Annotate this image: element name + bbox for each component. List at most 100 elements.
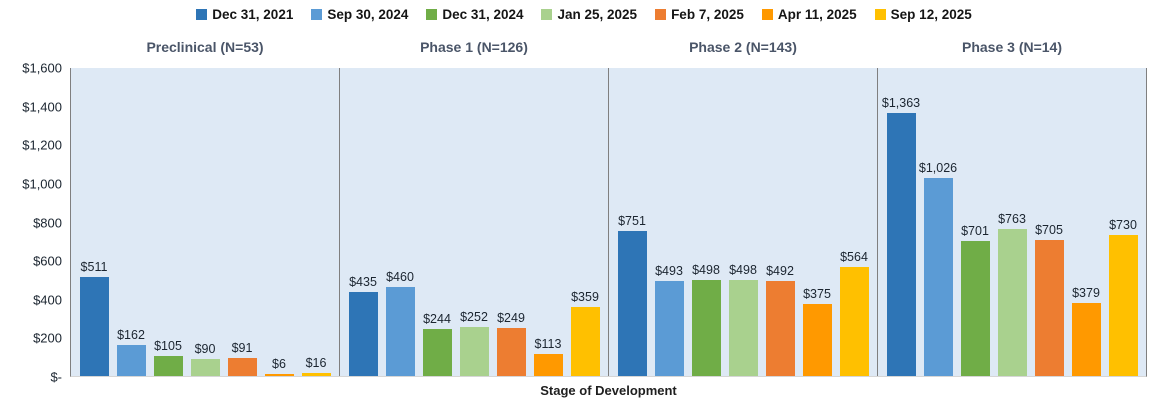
panel-preclinical-n-53: Preclinical (N=53) $511 $162 $105 $90 $91 $6 $1…: [71, 39, 339, 376]
bar-group: $379: [1071, 286, 1101, 376]
bar-value-label: $16: [305, 356, 327, 370]
panel-phase-2-n-143: Phase 2 (N=143) $751 $493 $498 $498 $492 $375 $…: [608, 39, 877, 376]
bar-value-label: $493: [655, 264, 683, 278]
legend-swatch-icon: [426, 9, 438, 20]
bar-value-label: $460: [386, 270, 414, 284]
bar-group: $564: [839, 250, 869, 376]
bar-group: $435: [348, 275, 378, 376]
bar-group: $701: [960, 224, 990, 376]
y-axis-tick-label: $600: [33, 253, 62, 269]
bar: [459, 327, 489, 376]
plot-area: Preclinical (N=53) $511 $162 $105 $90 $91 $6 $1…: [70, 39, 1147, 377]
panel-phase-1-n-126: Phase 1 (N=126) $435 $460 $244 $252 $249 $113 $…: [339, 39, 608, 376]
bar: [691, 280, 721, 376]
y-axis-tick-label: $1,200: [22, 137, 62, 153]
bar: [1071, 303, 1101, 376]
y-axis-tick-label: $1,600: [22, 60, 62, 76]
panel-title: Phase 3 (N=14): [962, 39, 1062, 55]
bar-group: $90: [190, 342, 220, 376]
bar-value-label: $249: [497, 311, 525, 325]
legend-label: Dec 31, 2021: [212, 7, 294, 22]
bar: [570, 307, 600, 376]
bar-value-label: $435: [349, 275, 377, 289]
bar: [190, 359, 220, 376]
bar: [617, 231, 647, 376]
legend-swatch-icon: [655, 9, 667, 20]
bar-group: $252: [459, 310, 489, 376]
bar-group: $16: [301, 356, 331, 376]
y-axis: $- $200 $400 $600 $800 $1,000 $1,200 $1,400 $1,6…: [0, 61, 62, 385]
bar-value-label: $113: [534, 337, 562, 351]
bar-value-label: $751: [618, 214, 646, 228]
bar-value-label: $379: [1072, 286, 1100, 300]
y-axis-tick-label: $1,400: [22, 99, 62, 115]
bar-value-label: $1,363: [881, 96, 921, 110]
bar-value-label: $252: [460, 310, 488, 324]
bar-group: $249: [496, 311, 526, 376]
bar-group: $105: [153, 339, 183, 376]
legend-item: Sep 12, 2025: [874, 7, 972, 22]
bar-group: $763: [997, 212, 1027, 376]
panel-title: Preclinical (N=53): [146, 39, 264, 55]
legend-swatch-icon: [311, 9, 323, 20]
bar-group: $511: [79, 260, 109, 376]
panel-phase-3-n-14: Phase 3 (N=14) $1,363 $1,026 $701 $763 $705 $3…: [877, 39, 1146, 376]
bar: [422, 329, 452, 376]
bar-value-label: $162: [117, 328, 145, 342]
legend-item: Jan 25, 2025: [541, 7, 637, 22]
legend-label: Sep 12, 2025: [890, 7, 972, 22]
bar: [923, 178, 953, 376]
chart-legend: Dec 31, 2021 Sep 30, 2024 Dec 31, 2024 Jan …: [0, 7, 1168, 22]
bar-group: $244: [422, 312, 452, 376]
bar: [264, 374, 294, 376]
panel-title: Phase 2 (N=143): [689, 39, 797, 55]
bar-group: $1,363: [882, 96, 920, 376]
bar-value-label: $705: [1035, 223, 1063, 237]
bar: [886, 113, 916, 376]
legend-label: Sep 30, 2024: [327, 7, 409, 22]
bar-value-label: $763: [998, 212, 1026, 226]
bar-value-label: $6: [272, 357, 286, 371]
legend-swatch-icon: [874, 9, 886, 20]
y-axis-tick-label: $-: [50, 369, 62, 385]
legend-item: Apr 11, 2025: [761, 7, 857, 22]
bar-group: $1,026: [919, 161, 957, 376]
bar-group-container: $511 $162 $105 $90 $91 $6 $16: [71, 260, 339, 376]
legend-item: Dec 31, 2021: [196, 7, 293, 22]
bar-group: $705: [1034, 223, 1064, 376]
bar-value-label: $492: [766, 264, 794, 278]
y-axis-tick-label: $200: [33, 330, 62, 346]
legend-swatch-icon: [196, 9, 208, 20]
bar: [79, 277, 109, 376]
legend-label: Jan 25, 2025: [557, 7, 638, 22]
legend-swatch-icon: [761, 9, 773, 20]
x-axis-title: Stage of Development: [540, 383, 677, 398]
bar-value-label: $90: [194, 342, 216, 356]
y-axis-tick-label: $400: [33, 292, 62, 308]
bar-group: $359: [570, 290, 600, 376]
bar: [1034, 240, 1064, 376]
bar: [153, 356, 183, 376]
legend-label: Feb 7, 2025: [671, 7, 744, 22]
bar: [496, 328, 526, 376]
bar-value-label: $244: [423, 312, 451, 326]
bar-group: $493: [654, 264, 684, 376]
bar-group: $375: [802, 287, 832, 376]
bar-group-container: $435 $460 $244 $252 $249 $113 $359: [340, 270, 608, 376]
bar-value-label: $511: [80, 260, 108, 274]
bar-group: $113: [533, 337, 563, 376]
bar: [227, 358, 257, 376]
legend-label: Dec 31, 2024: [442, 7, 524, 22]
bar: [960, 241, 990, 376]
bar-value-label: $498: [692, 263, 720, 277]
bar: [654, 281, 684, 376]
bar: [765, 281, 795, 376]
bar-value-label: $564: [840, 250, 868, 264]
panel-title: Phase 1 (N=126): [420, 39, 528, 55]
bar: [348, 292, 378, 376]
y-axis-tick-label: $1,000: [22, 176, 62, 192]
bar-value-label: $105: [154, 339, 182, 353]
legend-label: Apr 11, 2025: [777, 7, 857, 22]
legend-item: Feb 7, 2025: [655, 7, 744, 22]
